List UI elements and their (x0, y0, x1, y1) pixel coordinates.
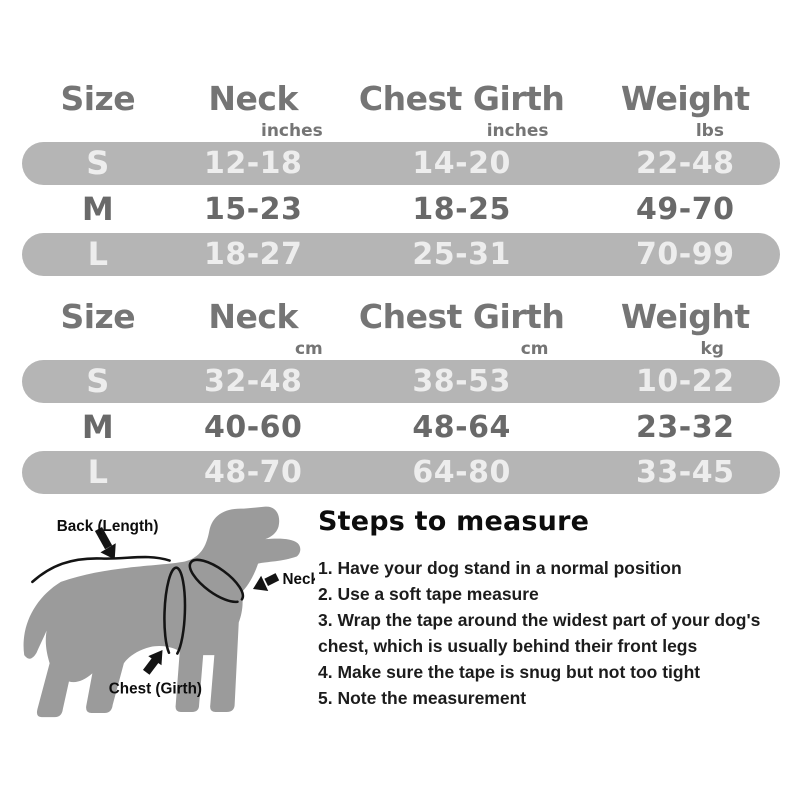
table-row-small: S 32-48 38-53 10-22 (22, 360, 780, 403)
neck-value: 18-27 (203, 237, 303, 272)
col-header-weight: Weight (620, 297, 750, 336)
size-table-metric: Size Neck Chest Girth Weight cm cm kg S … (0, 294, 800, 497)
table-row-small: S 12-18 14-20 22-48 (22, 142, 780, 185)
unit-weight: lbs (695, 121, 724, 141)
size-table-imperial: Size Neck Chest Girth Weight inches inch… (0, 76, 800, 279)
step-item-4: 4. Make sure the tape is snug but not to… (318, 661, 701, 682)
back-length-measure-line (31, 555, 171, 584)
size-value: L (87, 235, 108, 273)
col-header-size: Size (60, 79, 136, 118)
dog-diagram-svg: Back (Length) Neck Chest (Girth) (23, 506, 320, 718)
step-item-5: 5. Note the measurement (318, 687, 527, 708)
table-row-large: L 48-70 64-80 33-45 (22, 451, 780, 494)
neck-label: Neck (283, 571, 315, 588)
back-length-label: Back (Length) (57, 518, 159, 535)
col-header-size: Size (60, 297, 136, 336)
dog-silhouette-image (23, 506, 301, 718)
step-item-3: 3. Wrap the tape around the widest part … (318, 609, 761, 656)
size-value: M (81, 189, 114, 228)
table-header-row: Size Neck Chest Girth Weight (22, 76, 780, 122)
table-row-medium: M 15-23 18-25 49-70 (22, 188, 780, 231)
col-header-chest-girth: Chest Girth (358, 297, 565, 336)
size-value: M (81, 407, 114, 446)
weight-value: 10-22 (636, 364, 735, 399)
chest-girth-arrow (142, 650, 163, 675)
weight-value: 49-70 (636, 191, 735, 227)
chest-value: 14-20 (412, 146, 511, 181)
col-header-weight: Weight (620, 79, 750, 118)
unit-chest: inches (486, 121, 549, 141)
dog-measurement-diagram: Back (Length) Neck Chest (Girth) (10, 502, 320, 737)
chest-value: 64-80 (412, 455, 511, 490)
weight-value: 70-99 (636, 237, 735, 272)
neck-value: 12-18 (203, 146, 303, 181)
table-header-row: Size Neck Chest Girth Weight (22, 294, 780, 340)
chest-girth-label: Chest (Girth) (109, 681, 202, 698)
table-units-row: cm cm kg (22, 340, 780, 360)
col-header-neck: Neck (208, 297, 298, 336)
neck-measure-ellipse (188, 558, 245, 604)
weight-value: 33-45 (636, 455, 735, 490)
unit-neck: cm (294, 339, 323, 359)
weight-value: 22-48 (636, 146, 735, 181)
size-value: L (87, 453, 108, 491)
steps-title: Steps to measure (318, 506, 590, 537)
neck-value: 48-70 (203, 455, 303, 490)
neck-arrow (252, 573, 280, 592)
size-value: S (86, 144, 110, 182)
neck-value: 40-60 (203, 409, 303, 445)
unit-chest: cm (520, 339, 549, 359)
unit-blank (22, 122, 174, 142)
col-header-chest-girth: Chest Girth (358, 79, 565, 118)
step-item-1: 1. Have your dog stand in a normal posit… (318, 558, 682, 578)
table-row-medium: M 40-60 48-64 23-32 (22, 406, 780, 449)
unit-neck: inches (261, 121, 323, 141)
table-row-large: L 18-27 25-31 70-99 (22, 233, 780, 276)
unit-weight: kg (700, 339, 724, 359)
table-units-row: inches inches lbs (22, 122, 780, 142)
chest-value: 18-25 (412, 191, 511, 227)
neck-value: 32-48 (203, 364, 303, 399)
step-item-2: 2. Use a soft tape measure (318, 583, 539, 604)
back-length-arrow (94, 527, 116, 560)
chest-value: 38-53 (412, 364, 511, 399)
chest-value: 25-31 (412, 237, 511, 272)
chest-value: 48-64 (412, 409, 511, 445)
col-header-neck: Neck (208, 79, 298, 118)
steps-to-measure-section: Steps to measure 1. Have your dog stand … (318, 506, 792, 711)
neck-value: 15-23 (203, 191, 303, 227)
unit-blank (22, 340, 174, 360)
weight-value: 23-32 (636, 409, 735, 445)
chest-measure-ellipse (163, 566, 187, 659)
size-value: S (86, 362, 110, 400)
